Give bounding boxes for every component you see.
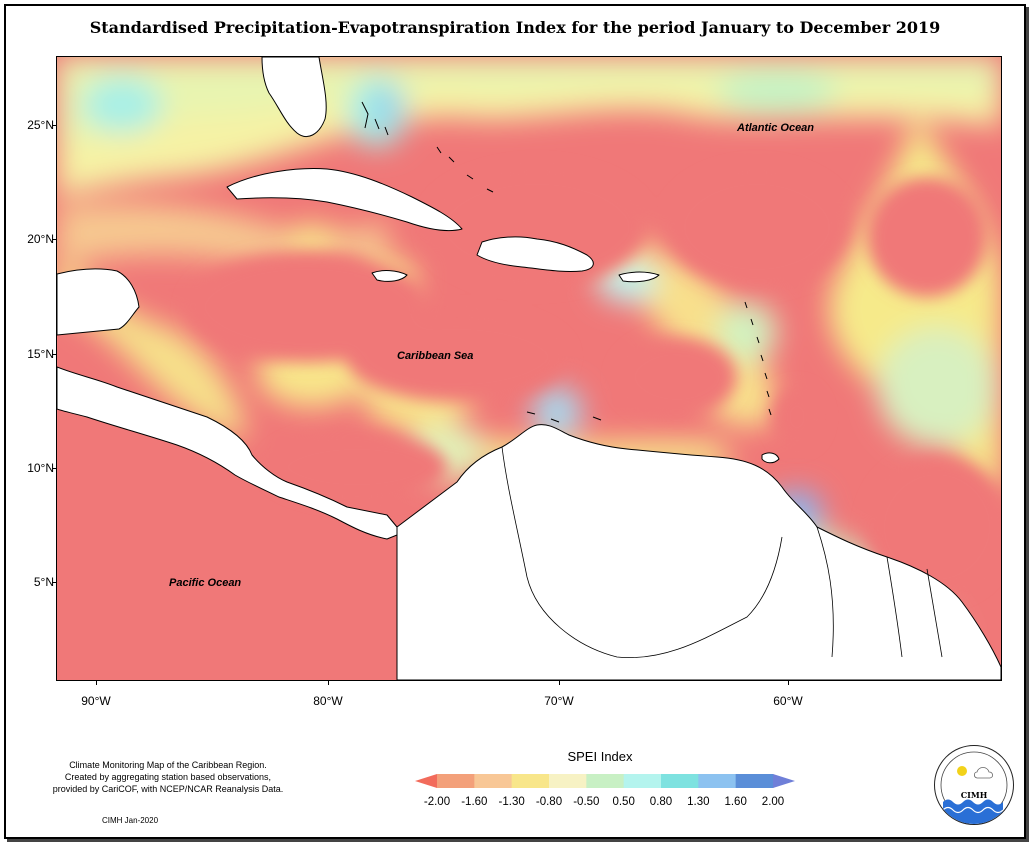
island-outlines xyxy=(361,101,772,423)
logo-graphic xyxy=(940,751,1008,824)
map-title: Standardised Precipitation-Evapotranspir… xyxy=(89,18,941,37)
legend-value: 1.30 xyxy=(687,796,710,808)
lat-tick: 25°N xyxy=(27,118,54,132)
caption-line: provided by CariCOF, with NCEP/NCAR Rean… xyxy=(52,784,284,794)
legend-colorbar xyxy=(415,774,795,788)
legend-swatch-high-end xyxy=(773,774,795,788)
lon-tick-mark xyxy=(96,680,97,685)
spei-map[interactable]: Atlantic Ocean Caribbean Sea Pacific Oce… xyxy=(56,56,1002,681)
abc-islands xyxy=(526,411,602,423)
legend-swatch xyxy=(586,774,625,788)
legend-swatch xyxy=(661,774,699,788)
lon-tick-mark xyxy=(559,680,560,685)
lon-tick: 90°W xyxy=(81,694,111,708)
turks-caicos xyxy=(436,146,494,193)
caribbean-label: Caribbean Sea xyxy=(397,350,473,362)
lon-tick: 80°W xyxy=(313,694,343,708)
lat-tick: 10°N xyxy=(27,461,54,475)
caption-line: Climate Monitoring Map of the Caribbean … xyxy=(69,760,267,770)
lat-tick: 5°N xyxy=(33,575,54,589)
atlantic-label: Atlantic Ocean xyxy=(736,122,814,134)
map-caption: Climate Monitoring Map of the Caribbean … xyxy=(28,759,308,795)
legend-value: 2.00 xyxy=(761,796,785,808)
legend-value: -2.00 xyxy=(423,796,451,808)
logo-text: CIMH xyxy=(960,790,988,800)
lon-tick: 60°W xyxy=(773,694,803,708)
legend-swatch xyxy=(437,774,475,788)
cloud-icon xyxy=(973,767,993,779)
credit-text: CIMH Jan-2020 xyxy=(102,816,159,825)
sun-icon xyxy=(957,766,967,776)
pacific-label: Pacific Ocean xyxy=(169,577,241,589)
lat-tick-mark xyxy=(52,582,56,583)
lat-tick-mark xyxy=(52,468,56,469)
water-icon xyxy=(942,799,1004,824)
legend-value: 0.50 xyxy=(612,796,635,808)
florida xyxy=(261,57,327,137)
legend-swatch xyxy=(511,774,550,788)
lon-tick-mark xyxy=(328,680,329,685)
puerto-rico xyxy=(618,271,660,283)
legend-swatch xyxy=(623,774,662,788)
cimh-logo: CIMH xyxy=(934,745,1014,825)
legend-swatch xyxy=(698,774,737,788)
yucatan xyxy=(57,268,140,336)
bahamas xyxy=(361,101,389,136)
lat-tick: 20°N xyxy=(27,232,54,246)
legend-swatch xyxy=(735,774,774,788)
legend-value: -1.60 xyxy=(461,796,488,808)
legend-swatch xyxy=(474,774,513,788)
caption-line: Created by aggregating station based obs… xyxy=(64,772,272,782)
central-america xyxy=(57,366,403,540)
cuba xyxy=(226,168,463,232)
lat-tick: 15°N xyxy=(27,347,54,361)
legend-value: -0.80 xyxy=(535,796,563,808)
legend-value: 1.60 xyxy=(724,796,747,808)
legend-swatch-low-end xyxy=(415,774,437,788)
lon-tick: 70°W xyxy=(544,694,574,708)
hispaniola xyxy=(476,236,594,272)
spei-dry-cores xyxy=(187,167,1001,597)
country-borders xyxy=(501,446,943,659)
lesser-antilles xyxy=(744,301,772,416)
lat-tick-mark xyxy=(52,239,56,240)
legend-swatch xyxy=(549,774,587,788)
jamaica xyxy=(371,270,408,282)
trinidad xyxy=(761,452,780,464)
lat-tick-mark xyxy=(52,354,56,355)
lon-tick-mark xyxy=(788,680,789,685)
legend-value: -1.30 xyxy=(498,796,525,808)
legend-value: 0.80 xyxy=(649,796,673,808)
legend-value: -0.50 xyxy=(573,796,600,808)
lat-tick-mark xyxy=(52,125,56,126)
legend-title: SPEI Index xyxy=(567,749,633,764)
map-canvas: Atlantic Ocean Caribbean Sea Pacific Oce… xyxy=(57,57,1001,680)
